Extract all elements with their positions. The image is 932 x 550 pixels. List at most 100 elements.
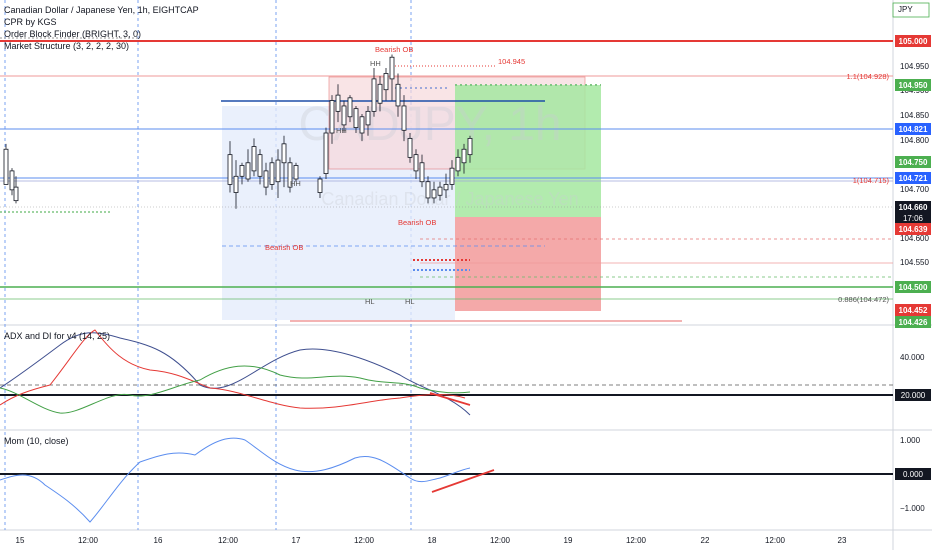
- price-label: 104.452: [895, 304, 931, 316]
- candle-body: [383, 73, 389, 91]
- adx-trendline: [429, 392, 471, 406]
- candle-body: [227, 154, 233, 185]
- fib-0886-label: 0.886(104.472): [838, 295, 889, 304]
- candle-body: [365, 110, 371, 126]
- currency-label[interactable]: JPY: [898, 5, 913, 14]
- price-label: 104.950: [895, 79, 931, 91]
- hl-label: HL: [405, 297, 415, 306]
- candle-body: [287, 162, 293, 188]
- price-label-text: 104.639: [899, 225, 928, 234]
- candle-body: [263, 170, 269, 188]
- price-label-box: [895, 156, 931, 168]
- time-tick: 22: [701, 536, 710, 545]
- price-label: 104.639: [895, 223, 931, 235]
- hh-label: HH: [290, 179, 301, 188]
- price-label-text: 105.000: [899, 37, 928, 46]
- time-tick: 18: [428, 536, 437, 545]
- symbol-title[interactable]: Canadian Dollar / Japanese Yen, 1h, EIGH…: [4, 5, 199, 15]
- bearish-ob-label-top: Bearish OB: [375, 45, 413, 54]
- candle-body: [431, 189, 437, 199]
- adx-pane-title[interactable]: ADX and DI for v4 (14, 25): [4, 331, 111, 341]
- time-tick: 12:00: [490, 536, 511, 545]
- candle-body: [347, 97, 353, 118]
- time-tick: 16: [154, 536, 163, 545]
- indicator-cpr[interactable]: CPR by KGS: [4, 17, 57, 27]
- price-label-box: [895, 172, 931, 184]
- candle-body: [389, 56, 395, 80]
- indicator-market-structure[interactable]: Market Structure (3, 2, 2, 2, 30): [4, 41, 130, 51]
- price-label-box: [895, 79, 931, 91]
- price-label: 104.750: [895, 156, 931, 168]
- price-label-text: 104.950: [899, 81, 928, 90]
- adx-level-text: 20.000: [901, 391, 926, 400]
- candle-body: [371, 78, 377, 112]
- price-tick: 104.850: [900, 111, 929, 120]
- price-tick: 104.550: [900, 258, 929, 267]
- candle-body: [245, 162, 251, 180]
- price-label-text: 104.750: [899, 158, 928, 167]
- hl-label: HL: [365, 297, 375, 306]
- price-tick: 104.950: [900, 62, 929, 71]
- adx-tick: 40.000: [900, 353, 925, 362]
- price-label-box: [895, 201, 931, 213]
- mom-trendline: [431, 469, 495, 493]
- price-label: 104.660: [895, 201, 931, 213]
- currency-box: [892, 2, 930, 18]
- price-tick: 104.700: [900, 185, 929, 194]
- candle-body: [377, 83, 383, 104]
- level-104945-label: 104.945: [498, 57, 525, 66]
- fib-1-label: 1(104.715): [853, 176, 890, 185]
- candle-body: [443, 184, 449, 191]
- stop-loss-zone: [455, 217, 601, 311]
- price-label: 104.426: [895, 316, 931, 328]
- time-tick: 23: [838, 536, 847, 545]
- mom-tick: −1.000: [900, 504, 925, 513]
- candle-body: [13, 186, 19, 202]
- time-tick: 12:00: [354, 536, 375, 545]
- candle-body: [359, 116, 365, 134]
- price-label-box: [895, 223, 931, 235]
- candle-body: [395, 83, 401, 107]
- mom-tick: 1.000: [900, 436, 921, 445]
- indicator-order-block[interactable]: Order Block Finder (BRIGHT, 3, 0): [4, 29, 142, 39]
- candle-body: [425, 181, 431, 199]
- candle-body: [251, 146, 257, 172]
- time-tick: 12:00: [765, 536, 786, 545]
- candle-body: [323, 132, 329, 174]
- price-label-box: [895, 35, 931, 47]
- price-label-text: 104.660: [899, 203, 928, 212]
- price-label: 105.000: [895, 35, 931, 47]
- price-label-text: 104.426: [899, 318, 928, 327]
- price-tick: 104.600: [900, 234, 929, 243]
- candle-body: [413, 154, 419, 172]
- mom-level-text: 0.000: [903, 470, 924, 479]
- di-minus-line: [0, 329, 466, 409]
- mom-pane-title[interactable]: Mom (10, close): [4, 436, 69, 446]
- fib-1-1-label: 1.1(104.928): [846, 72, 889, 81]
- price-label-box: [895, 304, 931, 316]
- price-label-box: [895, 123, 931, 135]
- watermark-name: Canadian Dollar / Japanese Yen: [321, 189, 578, 209]
- di-plus-line: [0, 365, 471, 414]
- candle-body: [269, 162, 275, 185]
- candle-body: [449, 167, 455, 185]
- bearish-ob-label-left: Bearish OB: [265, 243, 303, 252]
- candle-body: [9, 170, 15, 191]
- candle-body: [419, 162, 425, 183]
- price-label: 104.721: [895, 172, 931, 184]
- countdown-text: 17:06: [903, 214, 924, 223]
- time-tick: 15: [16, 536, 25, 545]
- price-label-text: 104.821: [899, 125, 928, 134]
- price-label-text: 104.721: [899, 174, 928, 183]
- hh-label: HH: [336, 126, 347, 135]
- price-label: 104.500: [895, 281, 931, 293]
- candle-body: [281, 143, 287, 164]
- candle-body: [341, 105, 347, 126]
- candle-body: [275, 159, 281, 183]
- candle-body: [233, 175, 239, 193]
- adx-level-box: [895, 389, 931, 401]
- adx-line: [0, 332, 471, 416]
- price-label-text: 104.452: [899, 306, 928, 315]
- candle-body: [407, 138, 413, 158]
